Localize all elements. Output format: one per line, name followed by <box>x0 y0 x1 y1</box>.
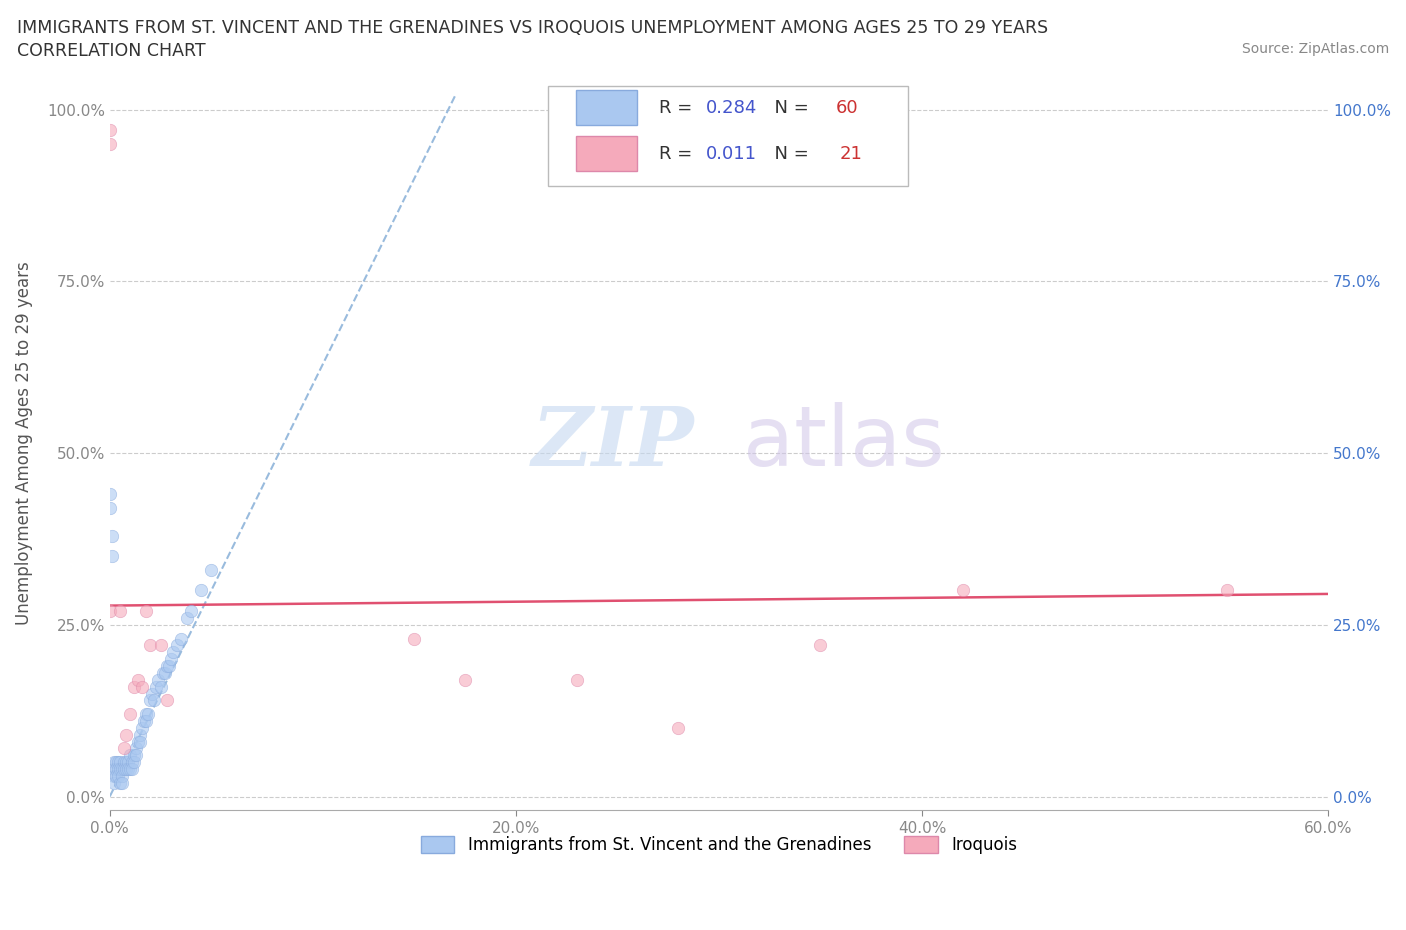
Point <box>115 755 138 770</box>
Text: 60: 60 <box>837 99 859 116</box>
Point <box>810 638 832 653</box>
Point <box>149 638 172 653</box>
Point <box>190 583 212 598</box>
Point <box>103 762 125 777</box>
Point <box>101 549 124 564</box>
Point <box>108 776 131 790</box>
Point <box>136 707 159 722</box>
Point <box>135 707 157 722</box>
Point <box>98 137 121 152</box>
Point <box>103 755 125 770</box>
Point <box>108 762 131 777</box>
Point <box>98 123 121 138</box>
Point <box>454 672 477 687</box>
Point <box>131 679 153 694</box>
Point <box>101 528 124 543</box>
Point <box>127 734 149 749</box>
Text: R =: R = <box>659 144 704 163</box>
Point <box>98 604 121 618</box>
Text: R =: R = <box>659 99 699 116</box>
Point <box>135 604 157 618</box>
Point <box>103 776 125 790</box>
Point <box>565 672 588 687</box>
Point <box>107 762 129 777</box>
Point <box>153 666 176 681</box>
Point <box>111 768 134 783</box>
Point <box>122 755 145 770</box>
Point <box>112 762 135 777</box>
Point <box>152 666 174 681</box>
Point <box>107 768 129 783</box>
Point <box>155 658 177 673</box>
Point <box>111 776 134 790</box>
Point <box>148 672 170 687</box>
Point <box>157 658 180 673</box>
Point <box>120 707 142 722</box>
Point <box>125 741 148 756</box>
Point <box>155 693 177 708</box>
Point <box>952 583 974 598</box>
Text: IMMIGRANTS FROM ST. VINCENT AND THE GRENADINES VS IROQUOIS UNEMPLOYMENT AMONG AG: IMMIGRANTS FROM ST. VINCENT AND THE GREN… <box>17 19 1047 36</box>
Point <box>127 672 149 687</box>
Text: CORRELATION CHART: CORRELATION CHART <box>17 42 205 60</box>
Point <box>404 631 426 646</box>
Point <box>104 762 127 777</box>
Point <box>98 500 121 515</box>
Point <box>103 768 125 783</box>
Text: 21: 21 <box>839 144 862 163</box>
Point <box>170 631 193 646</box>
Point <box>111 762 134 777</box>
Point <box>120 748 142 763</box>
Point <box>139 638 162 653</box>
Point <box>129 727 152 742</box>
Text: atlas: atlas <box>744 403 945 484</box>
Point <box>104 755 127 770</box>
Point <box>120 762 142 777</box>
Point <box>117 762 139 777</box>
Point <box>112 741 135 756</box>
Point <box>107 755 129 770</box>
Point <box>176 610 198 625</box>
Point <box>125 748 148 763</box>
Y-axis label: Unemployment Among Ages 25 to 29 years: Unemployment Among Ages 25 to 29 years <box>15 261 32 625</box>
Point <box>108 604 131 618</box>
Point <box>159 652 181 667</box>
Text: 0.011: 0.011 <box>706 144 756 163</box>
Point <box>98 487 121 502</box>
Point <box>200 563 222 578</box>
Point <box>666 721 689 736</box>
Text: Source: ZipAtlas.com: Source: ZipAtlas.com <box>1241 42 1389 56</box>
Point <box>166 638 188 653</box>
Text: N =: N = <box>763 99 814 116</box>
Point <box>141 686 163 701</box>
Point <box>131 721 153 736</box>
Point <box>129 734 152 749</box>
Point <box>1215 583 1237 598</box>
Point <box>112 755 135 770</box>
Point <box>117 755 139 770</box>
Point <box>139 693 162 708</box>
Point <box>121 762 143 777</box>
Point <box>108 755 131 770</box>
Text: N =: N = <box>763 144 820 163</box>
Point <box>135 713 157 728</box>
Legend: Immigrants from St. Vincent and the Grenadines, Iroquois: Immigrants from St. Vincent and the Gren… <box>415 830 1024 860</box>
Point <box>122 679 145 694</box>
Point <box>115 762 138 777</box>
Point <box>143 693 166 708</box>
FancyBboxPatch shape <box>576 136 637 171</box>
Text: 0.284: 0.284 <box>706 99 756 116</box>
Point <box>145 679 167 694</box>
Point <box>104 768 127 783</box>
Point <box>180 604 202 618</box>
FancyBboxPatch shape <box>576 90 637 125</box>
Text: ZIP: ZIP <box>531 403 695 483</box>
FancyBboxPatch shape <box>548 86 908 186</box>
Point <box>162 644 184 659</box>
Point <box>121 755 143 770</box>
Point <box>149 679 172 694</box>
Point <box>122 748 145 763</box>
Point <box>134 713 156 728</box>
Point <box>115 727 138 742</box>
